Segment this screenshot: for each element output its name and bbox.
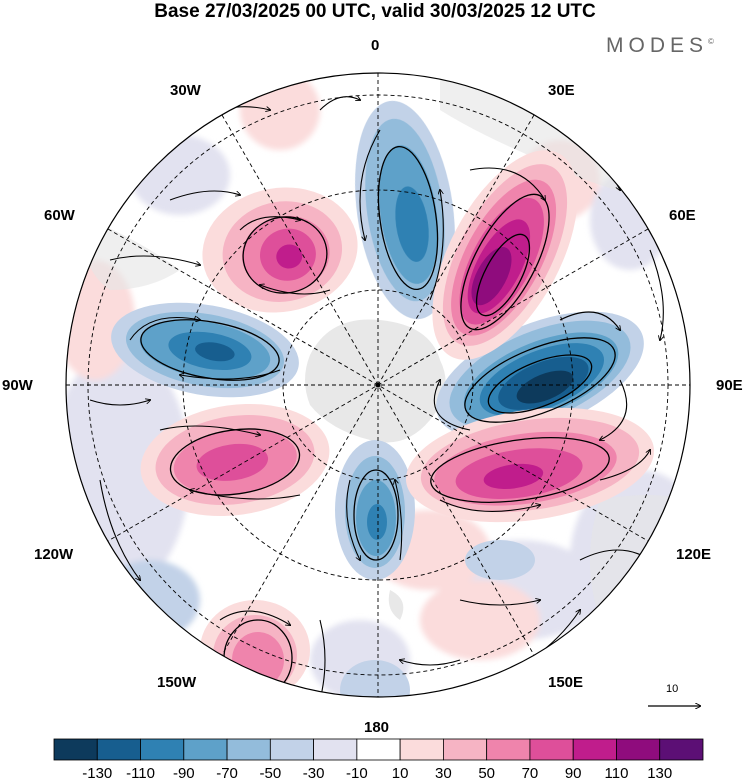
- colorbar-swatch: [226, 738, 271, 761]
- colorbar-tick-label: 110: [604, 765, 629, 782]
- reference-vector-label: 10: [666, 683, 679, 695]
- lon-label-120w: 120W: [34, 546, 74, 563]
- colorbar-swatch: [269, 738, 315, 761]
- colorbar-swatch: [616, 738, 661, 761]
- colorbar-tick-label: 50: [478, 765, 495, 782]
- lon-label-0: 0: [371, 37, 380, 54]
- colorbar-swatch: [529, 738, 574, 761]
- lon-label-90w: 90W: [2, 377, 33, 394]
- south-pole-marker: [375, 382, 381, 388]
- colorbar-swatch: [572, 738, 617, 761]
- colorbar-swatch: [399, 738, 444, 761]
- colorbar-tick-label: 30: [435, 765, 452, 782]
- colorbar: [53, 738, 704, 761]
- colorbar-swatch: [659, 738, 704, 761]
- colorbar-tick-label: 10: [391, 765, 409, 782]
- colorbar-swatch: [96, 738, 141, 761]
- colorbar-swatch: [486, 738, 531, 761]
- lon-label-60e: 60E: [669, 207, 696, 224]
- lon-label-120e: 120E: [676, 546, 712, 563]
- colorbar-swatch: [140, 738, 185, 761]
- colorbar-tick-label: -130: [82, 765, 113, 782]
- colorbar-swatch: [183, 738, 228, 761]
- map-disc: [66, 73, 690, 697]
- modes-logo: MODES©: [606, 34, 714, 57]
- lon-label-150w: 150W: [157, 674, 197, 691]
- negative-anomaly-north: [355, 100, 455, 320]
- colorbar-tick-label: -50: [259, 765, 282, 782]
- lon-label-30e: 30E: [548, 82, 575, 99]
- colorbar-swatch: [356, 738, 401, 761]
- colorbar-tick-label: 70: [521, 765, 539, 782]
- positive-anomaly-west: [140, 403, 330, 517]
- positive-anomaly-southwest: [200, 600, 310, 697]
- colorbar-tick-label: -110: [126, 765, 155, 782]
- positive-anomaly-northwest: [202, 187, 358, 313]
- colorbar-tick-label: 130: [647, 765, 673, 782]
- colorbar-swatch: [53, 738, 98, 761]
- positive-anomaly-east: [405, 407, 655, 523]
- brand-text: MODES: [606, 34, 709, 57]
- colorbar-tick-label: -70: [216, 765, 238, 782]
- map-title: Base 27/03/2025 00 UTC, valid 30/03/2025…: [154, 1, 596, 22]
- colorbar-tick-label: 90: [564, 765, 582, 782]
- lon-label-30w: 30W: [170, 82, 201, 99]
- anomaly-fields: [111, 100, 655, 697]
- colorbar-tick-label: -30: [302, 765, 325, 782]
- map-boundary: [65, 72, 691, 698]
- contours: [140, 145, 616, 697]
- lon-label-150e: 150E: [548, 674, 584, 691]
- colorbar-tick-label: -90: [172, 765, 195, 782]
- colorbar-tick-label: -10: [346, 765, 368, 782]
- lon-label-90e: 90E: [716, 377, 743, 394]
- colorbar-swatch: [442, 738, 488, 761]
- lon-label-60w: 60W: [44, 207, 75, 224]
- lon-label-180: 180: [364, 719, 390, 736]
- colorbar-swatch: [313, 738, 358, 761]
